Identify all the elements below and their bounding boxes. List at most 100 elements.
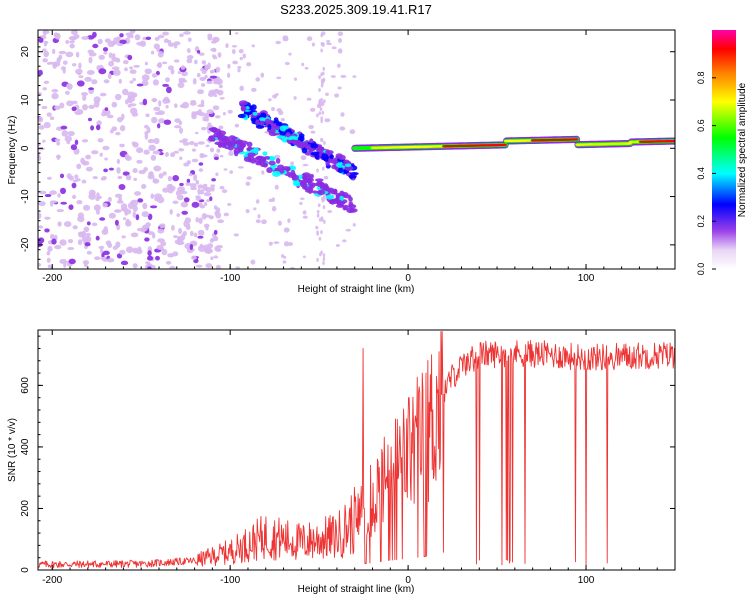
y-tick-label: 600 (20, 377, 31, 394)
noise-blob (147, 231, 155, 236)
trace-blob (222, 136, 230, 141)
noise-blob (255, 199, 260, 204)
chart-title: S233.2025.309.19.41.R17 (280, 2, 432, 17)
noise-blob (46, 250, 51, 256)
trace-blob (262, 151, 268, 156)
noise-blob (191, 148, 197, 152)
noise-blob (43, 121, 51, 129)
noise-blob (104, 157, 108, 161)
noise-blob (268, 198, 274, 203)
noise-blob (42, 58, 48, 63)
noise-blob (304, 66, 309, 70)
noise-blob (91, 79, 98, 85)
noise-blob (197, 89, 204, 95)
noise-blob (198, 52, 205, 56)
noise-blob (191, 158, 199, 163)
noise-blob (51, 88, 59, 93)
noise-blob (209, 147, 215, 153)
noise-blob (287, 218, 291, 223)
noise-blob (210, 216, 214, 220)
noise-blob (293, 77, 298, 81)
noise-blob (141, 183, 147, 189)
noise-blob (127, 202, 134, 210)
x-tick-label: 0 (405, 575, 411, 586)
noise-blob (310, 130, 316, 134)
noise-blob (299, 201, 303, 205)
noise-blob (71, 63, 77, 67)
noise-blob (231, 48, 236, 55)
noise-blob (66, 100, 74, 107)
noise-blob (160, 241, 167, 247)
noise-blob (326, 42, 332, 46)
noise-blob (166, 183, 173, 190)
noise-blob (43, 80, 50, 84)
noise-blob (299, 197, 305, 200)
noise-blob (62, 60, 68, 65)
trace-blob (273, 117, 279, 122)
noise-blob (119, 39, 127, 45)
trace-blob (348, 196, 353, 202)
noise-blob (145, 113, 150, 118)
noise-blob (78, 75, 84, 79)
noise-blob (129, 66, 134, 70)
noise-blob (44, 216, 51, 220)
noise-blob (108, 167, 115, 171)
noise-blob (212, 47, 217, 53)
noise-blob (338, 38, 342, 43)
colorbar-label: Normalized spectral amplitude (737, 82, 748, 217)
trace-blob (337, 168, 344, 173)
noise-blob (170, 68, 175, 75)
noise-blob (99, 217, 106, 221)
noise-blob (87, 117, 93, 122)
trace-blob (267, 123, 272, 131)
noise-blob (102, 202, 108, 208)
noise-blob (321, 43, 325, 47)
noise-blob (88, 56, 93, 64)
noise-blob (165, 105, 169, 109)
noise-blob (107, 242, 113, 248)
noise-blob (278, 110, 284, 116)
noise-blob (84, 76, 92, 82)
noise-blob (180, 79, 188, 83)
noise-blob (82, 94, 87, 102)
noise-blob (316, 168, 319, 173)
noise-blob (320, 83, 324, 88)
noise-blob (60, 201, 67, 205)
noise-blob (67, 239, 74, 244)
noise-blob (255, 77, 261, 82)
noise-blob (316, 209, 320, 214)
trace-blob (255, 124, 265, 129)
noise-blob (70, 30, 78, 35)
noise-blob (232, 60, 238, 65)
noise-blob (189, 183, 197, 188)
noise-blob (88, 189, 96, 197)
noise-blob (323, 219, 326, 224)
noise-blob (59, 239, 67, 246)
noise-blob (153, 137, 160, 145)
noise-blob (176, 213, 181, 217)
noise-blob (46, 112, 52, 117)
noise-blob (162, 187, 169, 193)
noise-blob (120, 203, 128, 210)
noise-blob (223, 212, 229, 217)
trace-blob (343, 204, 349, 210)
noise-blob (156, 244, 164, 251)
noise-blob (125, 246, 134, 254)
noise-blob (98, 54, 105, 60)
x-tick-label: 0 (405, 273, 411, 284)
noise-blob (111, 53, 116, 60)
noise-blob (158, 118, 165, 124)
noise-blob (66, 83, 72, 89)
noise-blob (180, 65, 186, 70)
noise-blob (153, 106, 161, 112)
noise-blob (92, 43, 99, 49)
noise-blob (211, 89, 220, 94)
noise-blob (77, 212, 84, 219)
noise-blob (67, 130, 75, 137)
noise-blob (57, 221, 62, 227)
noise-blob (186, 54, 194, 60)
noise-blob (174, 239, 181, 245)
noise-blob (198, 162, 204, 166)
noise-blob (68, 258, 76, 265)
